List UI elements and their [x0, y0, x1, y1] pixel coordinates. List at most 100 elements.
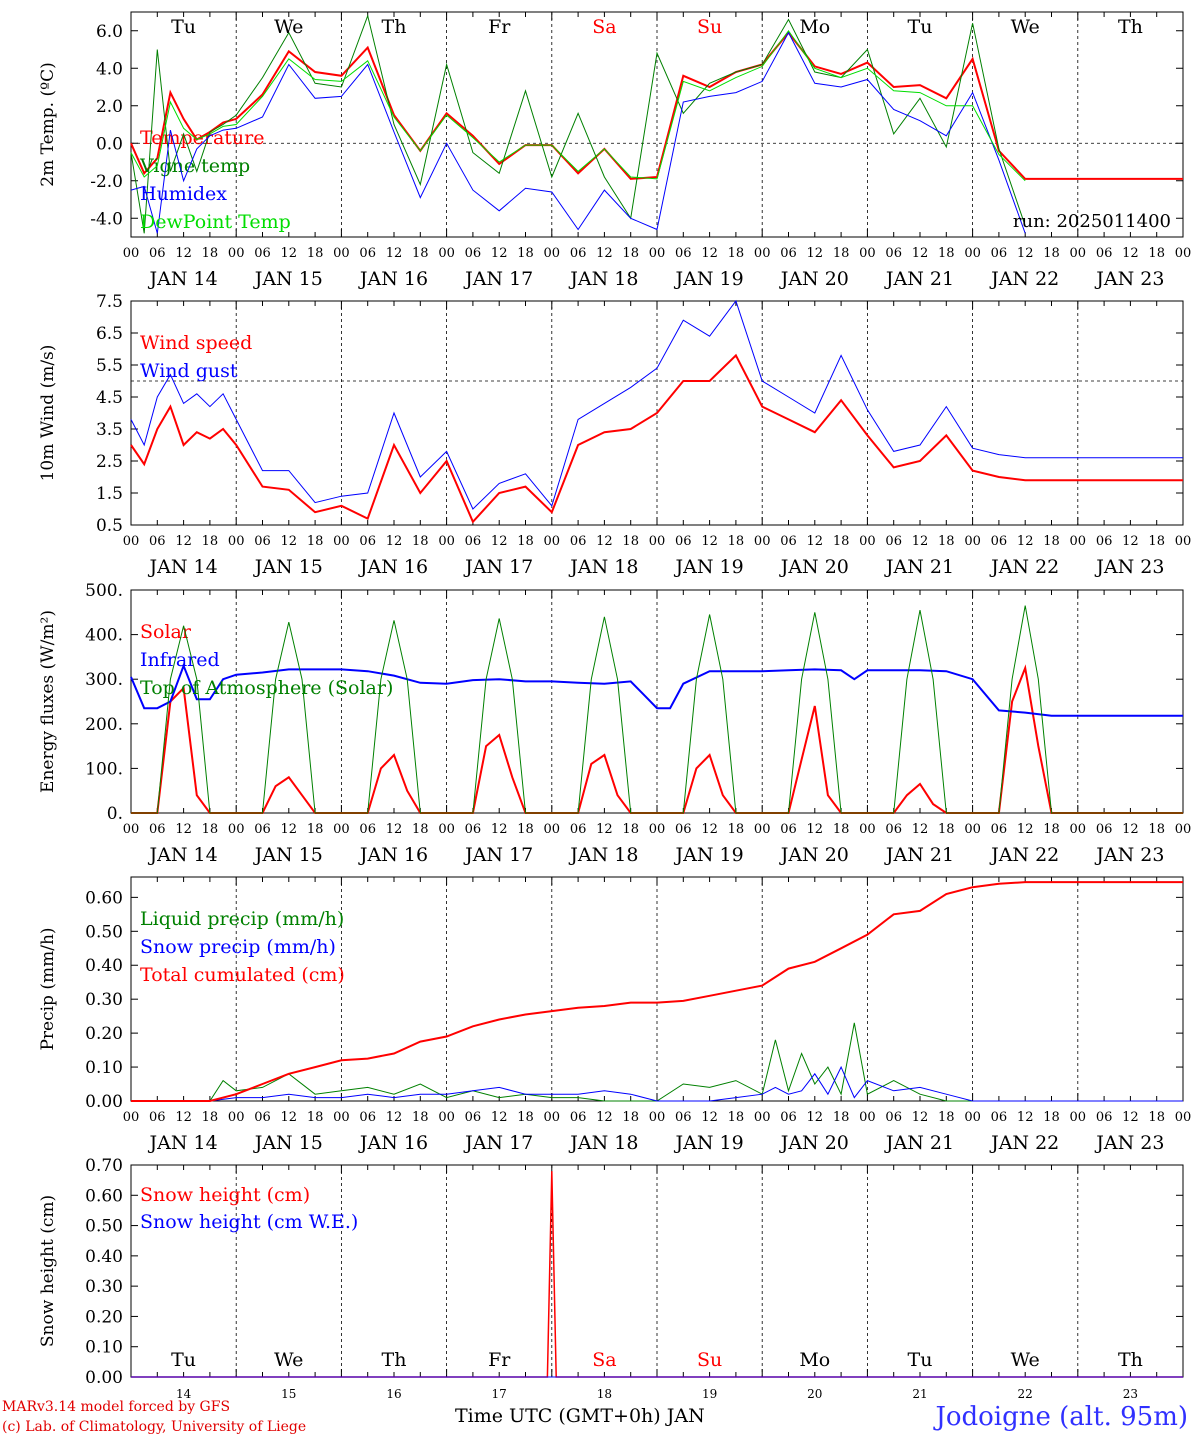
hour-tick-label: 00: [649, 534, 666, 549]
hour-tick-label: 18: [622, 1110, 639, 1125]
y-tick-label: -2.0: [90, 172, 123, 192]
hour-tick-label: 18: [412, 534, 429, 549]
hour-tick-label: 00: [123, 534, 140, 549]
hour-tick-label: 00: [1070, 534, 1087, 549]
y-tick-label: 0.5: [96, 516, 123, 536]
date-label: JAN 19: [674, 268, 744, 290]
y-tick-label: 4.5: [96, 388, 123, 408]
date-label: JAN 21: [884, 1132, 954, 1154]
day-name-top: We: [1011, 16, 1040, 38]
legend-entry: Humidex: [140, 183, 227, 205]
hour-tick-label: 00: [964, 534, 981, 549]
hour-tick-label: 18: [1148, 534, 1165, 549]
date-label: JAN 15: [253, 1132, 323, 1154]
legend-entry: Wind speed: [140, 332, 252, 354]
series-line: [130, 353, 1183, 524]
hour-tick-label: 12: [281, 822, 298, 837]
hour-tick-label: 18: [1043, 822, 1060, 837]
hour-tick-label: 00: [544, 246, 561, 261]
hour-tick-label: 06: [675, 246, 692, 261]
date-label: JAN 19: [674, 844, 744, 866]
y-tick-label: 500.: [85, 581, 123, 601]
day-name-bottom: We: [274, 1349, 303, 1371]
hour-tick-label: 00: [649, 822, 666, 837]
hour-tick-label: 06: [359, 822, 376, 837]
hour-tick-label: 12: [175, 822, 192, 837]
hour-tick-label: 00: [649, 246, 666, 261]
series-line: [131, 1065, 1183, 1102]
date-label: JAN 23: [1094, 1132, 1164, 1154]
date-label: JAN 23: [1094, 556, 1164, 578]
date-label: JAN 19: [674, 556, 744, 578]
day-name-bottom: Su: [697, 1349, 722, 1371]
date-label: JAN 14: [148, 268, 218, 290]
hour-tick-label: 18: [202, 246, 219, 261]
hour-tick-label: 06: [465, 246, 482, 261]
date-label: JAN 17: [463, 268, 533, 290]
hour-tick-label: 12: [807, 246, 824, 261]
day-name-bottom: Th: [382, 1349, 407, 1371]
hour-tick-label: 00: [228, 534, 245, 549]
hour-tick-label: 06: [991, 1110, 1008, 1125]
hour-tick-label: 00: [859, 246, 876, 261]
date-label: JAN 22: [989, 844, 1059, 866]
legend-entry: Temperature: [140, 127, 264, 149]
hour-tick-label: 06: [1096, 1110, 1113, 1125]
hour-tick-label: 18: [1148, 822, 1165, 837]
hour-tick-label: 12: [701, 1110, 718, 1125]
hour-tick-label: 00: [1175, 246, 1192, 261]
hour-tick-label: 00: [544, 534, 561, 549]
legend-entry: Vigne temp: [139, 155, 250, 177]
y-tick-label: 0.10: [85, 1058, 123, 1078]
hour-tick-label: 18: [728, 822, 745, 837]
legend-entry: Infrared: [140, 649, 220, 671]
hour-tick-label: 06: [1096, 246, 1113, 261]
hour-tick-label: 00: [964, 822, 981, 837]
date-label: JAN 22: [989, 1132, 1059, 1154]
hour-tick-label: 06: [780, 1110, 797, 1125]
date-label: JAN 18: [568, 1132, 638, 1154]
legend-entry: Snow height (cm W.E.): [140, 1211, 358, 1233]
hour-tick-label: 18: [833, 246, 850, 261]
hour-tick-label: 12: [1017, 534, 1034, 549]
y-axis-label: 10m Wind (m/s): [38, 345, 58, 482]
hour-tick-label: 06: [885, 1110, 902, 1125]
hour-tick-label: 00: [754, 1110, 771, 1125]
series-line: [131, 881, 1183, 1102]
day-name-bottom: Fr: [488, 1349, 511, 1371]
hour-tick-label: 18: [517, 246, 534, 261]
hour-tick-label: 00: [1175, 1110, 1192, 1125]
date-label: JAN 15: [253, 844, 323, 866]
date-label: JAN 20: [779, 268, 849, 290]
legend-entry: Snow precip (mm/h): [140, 936, 336, 958]
lab-credit: (c) Lab. of Climatology, University of L…: [2, 1419, 307, 1435]
hour-tick-label: 12: [175, 534, 192, 549]
hour-tick-label: 00: [859, 1110, 876, 1125]
date-label: JAN 16: [358, 556, 428, 578]
day-name-top: Th: [1118, 16, 1143, 38]
y-tick-label: 5.5: [96, 356, 123, 376]
series-line: [130, 29, 1026, 182]
hour-tick-label: 06: [465, 534, 482, 549]
hour-tick-label: 12: [1122, 246, 1139, 261]
hour-tick-label: 06: [675, 534, 692, 549]
date-label: JAN 20: [779, 844, 849, 866]
hour-tick-label: 06: [780, 822, 797, 837]
legend-entry: DewPoint Temp: [140, 211, 291, 233]
hour-tick-label: 18: [412, 1110, 429, 1125]
y-tick-label: 6.0: [96, 22, 123, 42]
day-number: 15: [281, 1387, 296, 1401]
hour-tick-label: 18: [307, 246, 324, 261]
series-line: [130, 299, 1183, 510]
day-number: 21: [912, 1387, 927, 1401]
hour-tick-label: 06: [1096, 822, 1113, 837]
panel-frame: [130, 11, 1184, 238]
hour-tick-label: 18: [938, 246, 955, 261]
hour-tick-label: 06: [254, 246, 271, 261]
hour-tick-label: 12: [701, 822, 718, 837]
hour-tick-label: 06: [465, 1110, 482, 1125]
date-label: JAN 23: [1094, 268, 1164, 290]
hour-tick-label: 18: [412, 822, 429, 837]
hour-tick-label: 00: [1070, 1110, 1087, 1125]
legend-entry: Top of Atmosphere (Solar): [140, 677, 393, 699]
